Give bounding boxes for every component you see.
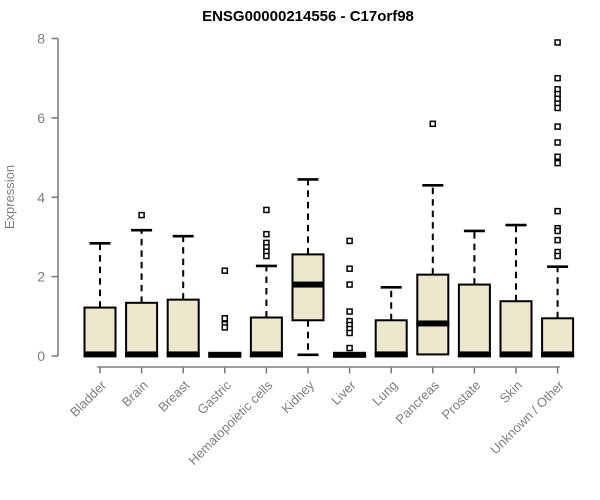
outlier-point: [554, 252, 561, 260]
outlier-point: [263, 230, 270, 238]
box-pancreas: [416, 120, 450, 356]
box-bladder: [83, 241, 117, 358]
iqr-box: [457, 283, 491, 357]
outlier-point: [221, 324, 229, 331]
median-bar: [208, 351, 242, 358]
median-bar: [249, 351, 283, 358]
outlier-point: [138, 211, 145, 219]
box-gastric: [208, 267, 242, 358]
x-tick-label: Kidney: [278, 377, 317, 416]
box-liver: [333, 237, 367, 358]
x-tick-label: Unknown / Other: [487, 377, 567, 457]
y-tick-label: 6: [37, 110, 45, 126]
outlier-point: [554, 123, 561, 130]
outlier-point: [221, 267, 229, 274]
box-prostate: [457, 229, 491, 358]
box-lung: [374, 286, 408, 358]
median-bar: [166, 351, 200, 358]
median-bar: [291, 281, 325, 288]
iqr-box: [541, 317, 575, 357]
median-bar: [541, 351, 575, 358]
box-breast: [166, 234, 200, 358]
outlier-point: [346, 344, 353, 352]
box-unknown-other: [541, 39, 575, 358]
outlier-point: [263, 252, 270, 260]
outlier-point: [346, 265, 353, 272]
outlier-point: [554, 104, 561, 112]
outlier-point: [554, 227, 561, 235]
box-skin: [499, 223, 533, 358]
y-tick-label: 0: [37, 348, 45, 364]
iqr-box: [125, 301, 159, 358]
median-bar: [457, 351, 491, 358]
outlier-point: [554, 207, 561, 215]
outlier-point: [554, 153, 561, 161]
x-tick-label: Liver: [328, 377, 359, 408]
y-tick-label: 4: [37, 189, 45, 205]
y-axis-label: Expression: [2, 165, 17, 229]
median-bar: [416, 320, 450, 327]
chart-title: ENSG00000214556 - C17orf98: [202, 8, 414, 25]
outlier-point: [554, 159, 561, 167]
x-tick-label: Lung: [369, 378, 400, 409]
x-tick-label: Bladder: [67, 377, 110, 420]
outlier-point: [554, 139, 561, 146]
y-tick-label: 8: [37, 31, 45, 47]
iqr-box: [83, 306, 117, 357]
outlier-point: [346, 329, 353, 337]
outlier-point: [263, 206, 270, 214]
median-bar: [499, 351, 533, 358]
outlier-point: [346, 237, 353, 245]
x-tick-label: Gastric: [194, 377, 234, 417]
iqr-box: [249, 316, 283, 357]
median-bar: [83, 351, 117, 358]
iqr-box: [499, 300, 533, 358]
iqr-box: [374, 319, 408, 357]
x-tick-label: Breast: [155, 377, 192, 414]
outlier-point: [221, 315, 229, 322]
x-tick-label: Skin: [497, 378, 525, 406]
outlier-point: [554, 74, 561, 82]
x-tick-label: Prostate: [439, 378, 484, 423]
box-hematopoietic-cells: [249, 206, 283, 358]
outlier-point: [429, 120, 437, 128]
y-tick-label: 2: [37, 269, 45, 285]
x-tick-label: Pancreas: [392, 377, 442, 427]
x-tick-label: Brain: [119, 378, 151, 410]
median-bar: [125, 351, 159, 358]
outlier-point: [554, 39, 561, 46]
box-brain: [125, 211, 159, 358]
outlier-point: [346, 308, 353, 315]
iqr-box: [166, 298, 200, 357]
median-bar: [374, 351, 408, 358]
outlier-point: [554, 236, 561, 244]
box-kidney: [291, 178, 325, 357]
iqr-box: [416, 273, 450, 356]
outlier-point: [346, 281, 353, 288]
median-bar: [333, 351, 367, 358]
